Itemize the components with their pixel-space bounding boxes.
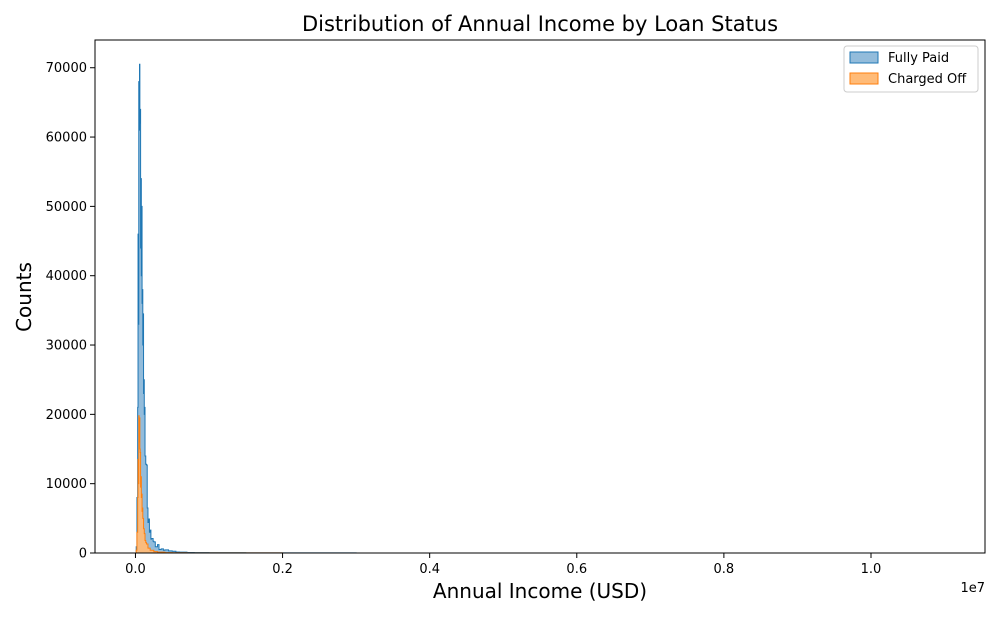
legend-label-fully-paid: Fully Paid bbox=[888, 51, 949, 66]
x-tick-label: 0.0 bbox=[125, 562, 146, 577]
y-tick-label: 60000 bbox=[46, 131, 87, 146]
plot-background bbox=[95, 40, 985, 553]
x-tick-label: 0.2 bbox=[272, 562, 293, 577]
plot-area bbox=[94, 39, 986, 554]
y-axis-label: Counts bbox=[12, 262, 36, 332]
chart-title: Distribution of Annual Income by Loan St… bbox=[302, 12, 778, 36]
y-tick-label: 70000 bbox=[46, 61, 87, 76]
x-axis-scale-label: 1e7 bbox=[960, 581, 985, 596]
x-tick-label: 0.4 bbox=[419, 562, 440, 577]
x-tick-label: 1.0 bbox=[861, 562, 882, 577]
plot-frame bbox=[94, 39, 986, 554]
x-tick-label: 0.8 bbox=[714, 562, 735, 577]
legend-label-charged-off: Charged Off bbox=[888, 72, 967, 87]
y-tick-label: 0 bbox=[79, 547, 87, 562]
legend-swatch-fully-paid bbox=[849, 51, 879, 64]
y-axis: 0 10000 20000 30000 40000 50000 60000 70000 bbox=[46, 61, 95, 562]
y-tick-label: 10000 bbox=[46, 477, 87, 492]
y-tick-label: 30000 bbox=[46, 339, 87, 354]
x-axis-label: Annual Income (USD) bbox=[433, 579, 647, 603]
y-tick-label: 40000 bbox=[46, 269, 87, 284]
x-axis: 0.0 0.2 0.4 0.6 0.8 1.0 bbox=[125, 553, 881, 577]
y-tick-label: 50000 bbox=[46, 200, 87, 215]
legend: Fully Paid Charged Off bbox=[843, 45, 979, 93]
legend-swatch-charged-off bbox=[849, 72, 879, 85]
x-tick-label: 0.6 bbox=[566, 562, 587, 577]
y-tick-label: 20000 bbox=[46, 408, 87, 423]
